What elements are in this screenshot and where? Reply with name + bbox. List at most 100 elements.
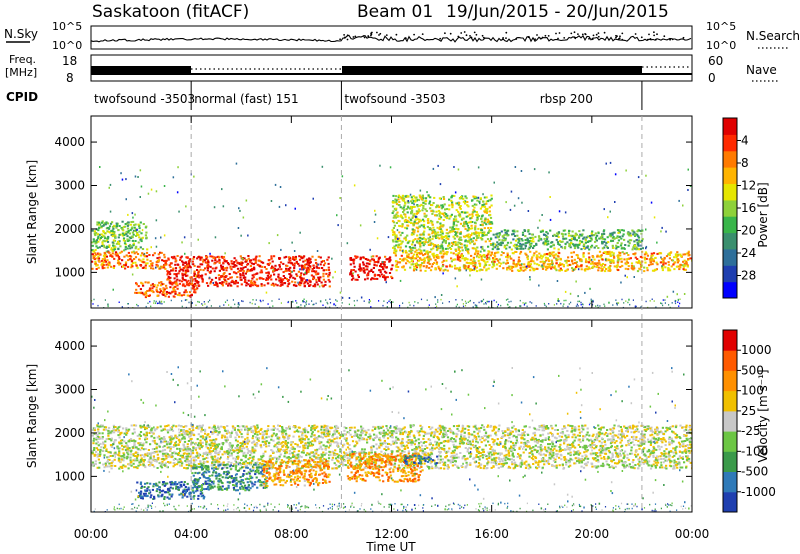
data-pixel [683, 262, 686, 265]
data-pixel [429, 242, 432, 245]
data-pixel [530, 240, 533, 242]
data-pixel [305, 300, 308, 302]
data-pixel [172, 290, 176, 293]
data-pixel [506, 241, 510, 244]
data-pixel [322, 269, 326, 272]
data-pixel [612, 459, 615, 461]
data-pixel [124, 246, 127, 248]
data-pixel [545, 305, 547, 308]
data-pixel [509, 306, 511, 308]
data-pixel [251, 277, 254, 280]
nsearch-point [367, 35, 370, 37]
data-pixel [305, 280, 308, 283]
data-pixel [624, 267, 627, 270]
data-pixel [467, 226, 470, 229]
data-pixel [209, 255, 212, 258]
data-pixel [486, 210, 489, 213]
data-pixel [647, 455, 650, 458]
data-pixel [117, 256, 121, 258]
data-pixel [593, 246, 596, 249]
data-pixel [528, 246, 531, 249]
data-pixel [441, 247, 444, 250]
data-pixel [629, 303, 631, 306]
data-pixel [221, 281, 224, 284]
data-pixel [139, 288, 142, 291]
data-pixel [587, 266, 590, 269]
data-pixel [455, 234, 458, 237]
data-pixel [437, 301, 439, 303]
data-pixel [245, 199, 248, 202]
data-pixel [211, 278, 214, 281]
data-pixel [586, 245, 589, 248]
data-pixel [497, 243, 500, 246]
data-pixel [666, 295, 669, 298]
data-pixel [178, 210, 180, 213]
data-pixel [688, 254, 691, 256]
data-pixel [167, 258, 170, 261]
data-pixel [318, 267, 321, 270]
data-pixel [502, 236, 505, 239]
data-pixel [628, 298, 630, 301]
data-pixel [181, 300, 183, 302]
data-pixel [551, 427, 554, 430]
data-pixel [664, 430, 667, 433]
data-pixel [537, 226, 539, 229]
nsearch-point [669, 37, 671, 40]
data-pixel [445, 228, 448, 231]
data-pixel [596, 262, 599, 265]
data-pixel [181, 280, 184, 283]
data-pixel [291, 258, 294, 260]
data-pixel [565, 461, 568, 464]
data-pixel [143, 293, 146, 296]
data-pixel [684, 448, 687, 451]
data-pixel [327, 266, 330, 269]
data-pixel [466, 224, 469, 227]
data-pixel [139, 259, 142, 262]
data-pixel [302, 277, 305, 280]
data-pixel [125, 230, 128, 233]
data-pixel [460, 435, 463, 438]
data-pixel [454, 230, 457, 233]
data-pixel [150, 188, 153, 191]
data-pixel [562, 264, 565, 266]
data-pixel [134, 213, 136, 216]
data-pixel [455, 305, 457, 308]
data-pixel [322, 426, 326, 429]
data-pixel [404, 245, 408, 248]
data-pixel [429, 196, 432, 199]
data-pixel [236, 276, 239, 279]
data-pixel [144, 267, 147, 270]
data-pixel [488, 300, 490, 303]
data-pixel [562, 265, 565, 268]
data-pixel [467, 233, 470, 236]
data-pixel [179, 268, 182, 271]
data-pixel [132, 454, 135, 457]
data-pixel [419, 258, 422, 261]
data-pixel [121, 220, 124, 223]
data-pixel [388, 272, 392, 274]
data-pixel [563, 247, 567, 250]
data-pixel [97, 458, 100, 461]
data-pixel [374, 209, 376, 212]
data-pixel [565, 237, 568, 240]
data-pixel [134, 291, 137, 294]
data-pixel [227, 278, 230, 280]
data-pixel [659, 261, 662, 264]
data-pixel [578, 431, 581, 434]
data-pixel [108, 186, 110, 189]
data-pixel [566, 241, 569, 244]
data-pixel [482, 231, 485, 234]
nsky-panel-frame [90, 25, 693, 50]
data-pixel [577, 300, 579, 303]
data-pixel [394, 198, 397, 201]
data-pixel [141, 267, 144, 269]
data-pixel [153, 465, 156, 468]
data-pixel [118, 233, 121, 236]
data-pixel [156, 294, 159, 297]
data-pixel [395, 199, 398, 202]
data-pixel [392, 216, 395, 219]
data-pixel [91, 267, 94, 270]
data-pixel [469, 242, 472, 245]
data-pixel [528, 452, 531, 454]
nave-label: Nave [746, 63, 777, 77]
